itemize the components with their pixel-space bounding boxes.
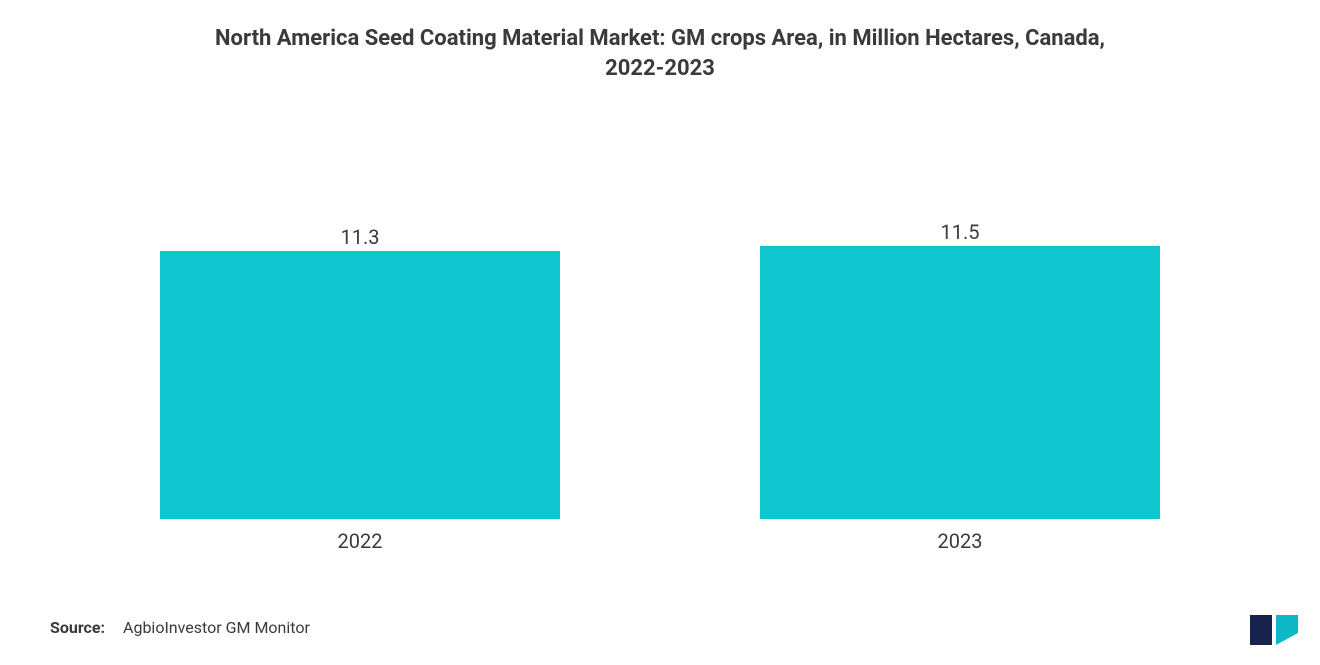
bar-value-2022: 11.3 — [160, 225, 560, 249]
source-label: Source: — [50, 618, 105, 637]
logo-square-light — [1276, 615, 1298, 645]
chart-title-line1: North America Seed Coating Material Mark… — [215, 26, 1105, 51]
source-line: Source: AgbioInvestor GM Monitor — [50, 618, 310, 637]
chart-title-line2: 2022-2023 — [605, 56, 715, 81]
chart-area: 11.3 2022 11.5 2023 — [0, 113, 1320, 553]
source-text: AgbioInvestor GM Monitor — [123, 618, 310, 637]
logo-square-dark — [1250, 615, 1272, 645]
bar-2023 — [760, 246, 1160, 519]
bars-row: 11.3 2022 11.5 2023 — [0, 113, 1320, 553]
chart-title: North America Seed Coating Material Mark… — [0, 0, 1320, 83]
brand-logo — [1250, 615, 1298, 645]
bar-wrap-2022: 11.3 2022 — [160, 113, 560, 553]
bar-wrap-2023: 11.5 2023 — [760, 113, 1160, 553]
bar-2022 — [160, 251, 560, 519]
bar-label-2022: 2022 — [338, 529, 383, 553]
bar-value-2023: 11.5 — [760, 220, 1160, 244]
bar-label-2023: 2023 — [938, 529, 983, 553]
